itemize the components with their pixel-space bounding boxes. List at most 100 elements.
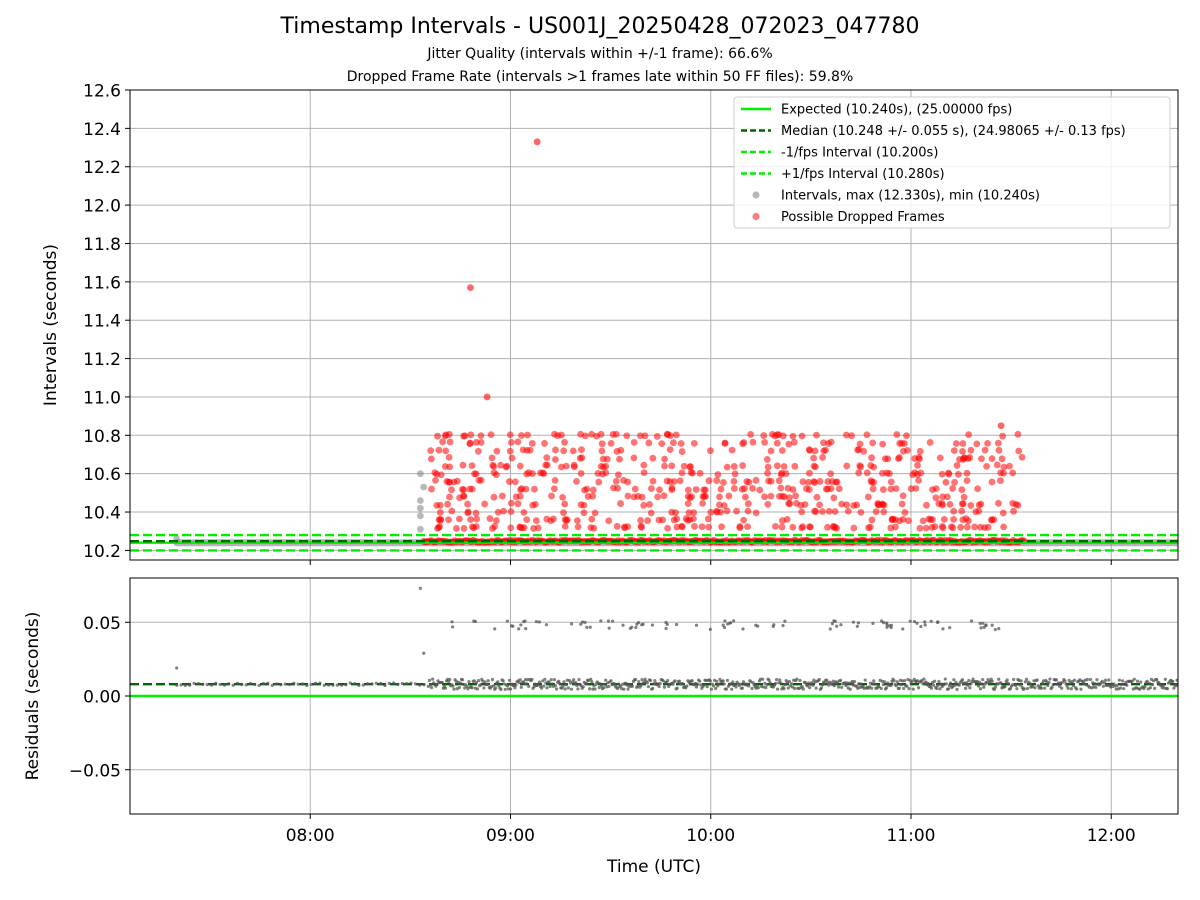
residual-point — [657, 684, 661, 689]
residual-point — [1135, 679, 1140, 683]
dropped-frame-point — [733, 507, 740, 515]
residual-point — [750, 686, 754, 691]
dropped-frame-point — [445, 453, 453, 461]
dropped-frame-point — [960, 454, 968, 462]
dropped-frame-point — [445, 431, 453, 438]
dropped-frame-point — [436, 501, 444, 509]
residual-point — [639, 683, 643, 688]
dropped-frame-point — [705, 523, 712, 531]
residual-point — [721, 679, 725, 683]
dropped-frame-point — [1000, 463, 1008, 471]
residual-point — [497, 684, 501, 688]
dropped-frame-point — [868, 516, 876, 524]
dropped-frame-point — [427, 447, 435, 455]
residual-point — [651, 686, 655, 691]
residual-point — [768, 681, 772, 685]
dropped-frame-point — [661, 455, 668, 463]
residual-point — [1043, 686, 1047, 690]
residual-point — [905, 684, 909, 688]
residual-point — [980, 682, 984, 686]
dropped-frame-point — [520, 524, 528, 532]
residual-point — [902, 686, 906, 691]
dropped-frame-point — [528, 440, 536, 447]
residual-point — [1139, 680, 1143, 684]
residual-point — [472, 619, 476, 623]
residual-point — [814, 686, 818, 690]
residual-point — [955, 687, 959, 691]
residual-point — [717, 682, 721, 686]
dropped-frame-point — [738, 485, 746, 493]
chart-title: Timestamp Intervals - US001J_20250428_07… — [280, 14, 920, 39]
legend-entry-5-marker — [752, 191, 760, 199]
residual-point — [674, 622, 679, 627]
residual-point — [567, 678, 571, 683]
residual-point — [597, 686, 601, 690]
residual-point — [1174, 684, 1178, 688]
residual-point — [666, 678, 670, 683]
residual-point — [715, 679, 719, 683]
dropped-frame-point — [676, 477, 684, 485]
dropped-frame-point — [602, 469, 610, 477]
dropped-frame-point — [778, 517, 786, 525]
dropped-frame-point — [869, 439, 877, 447]
residual-point — [494, 686, 498, 690]
dropped-frame-point — [1014, 430, 1022, 438]
residual-point — [266, 681, 270, 685]
residual-point — [1115, 683, 1119, 688]
dropped-frame-point — [844, 507, 852, 515]
residual-point — [1071, 684, 1076, 688]
residual-point — [1069, 687, 1073, 691]
dropped-frame-point — [843, 462, 851, 470]
residual-point — [563, 687, 567, 691]
residual-point — [513, 686, 517, 690]
dropped-frame-point — [437, 471, 445, 479]
dropped-frame-point — [825, 507, 833, 515]
dropped-frame-point — [522, 485, 530, 493]
x-axis-label: Time (UTC) — [606, 857, 701, 877]
dropped-frame-point — [488, 454, 496, 462]
dropped-frame-point — [573, 517, 581, 525]
residual-point — [603, 682, 607, 686]
dropped-frame-point — [707, 508, 715, 516]
dropped-frame-point — [670, 478, 678, 485]
residual-point — [575, 683, 579, 688]
residual-point — [836, 685, 841, 689]
residual-point — [919, 624, 923, 629]
residual-point — [931, 683, 936, 687]
dropped-frame-point — [668, 486, 676, 494]
residual-point — [1039, 686, 1044, 690]
dropped-frame-point — [1010, 507, 1017, 515]
residual-point — [664, 620, 668, 625]
dropped-frame-point — [647, 509, 655, 517]
residual-point — [519, 623, 523, 627]
residual-point — [443, 686, 448, 690]
residual-point — [1175, 678, 1178, 682]
dropped-frame-point — [686, 463, 694, 470]
dropped-frame-point — [950, 507, 958, 515]
dropped-frame-point — [616, 455, 623, 463]
dropped-frame-point — [664, 431, 671, 439]
residual-point — [300, 682, 305, 686]
dropped-frame-point — [497, 461, 505, 469]
residual-point — [740, 686, 744, 690]
dropped-frame-point — [965, 431, 973, 438]
residual-point — [976, 684, 981, 688]
residual-point — [1155, 677, 1159, 682]
residual-point — [357, 683, 361, 687]
dropped-frame-point — [673, 515, 681, 523]
residual-point — [1143, 684, 1147, 689]
residual-point — [585, 625, 589, 629]
residual-point — [227, 682, 231, 686]
residual-point — [783, 683, 787, 687]
residual-point — [695, 682, 700, 686]
intervals-panel: 10.2 10.4 10.6 10.8 11.0 11.2 11.4 11.6 11.8 12.0… — [41, 82, 1179, 565]
residuals-y-tick-label: 0.00 — [83, 688, 121, 708]
dropped-frame-point — [637, 522, 645, 530]
dropped-frame-point — [436, 509, 444, 516]
dropped-frame-point — [1018, 453, 1026, 461]
residual-point — [379, 681, 383, 686]
dropped-frame-point — [436, 523, 443, 530]
dropped-frame-point — [872, 508, 880, 516]
residual-point — [1024, 677, 1029, 681]
